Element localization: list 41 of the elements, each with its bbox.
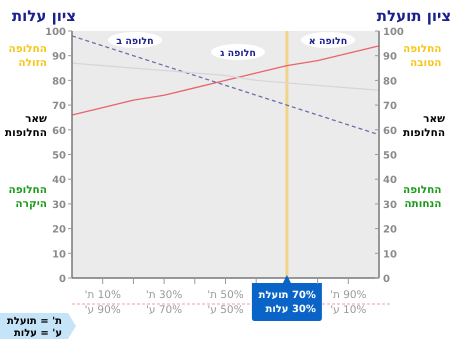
- annotation: חלופה ב: [116, 36, 154, 47]
- y-tick-label: 60: [52, 126, 66, 137]
- x-tick-label: 90% ת' 10% ע': [330, 289, 367, 316]
- y-tick-label: 10: [52, 249, 66, 260]
- y2-tick-label: 30: [383, 200, 397, 211]
- y2-tick-label: 0: [383, 274, 390, 285]
- y-tick-label: 50: [52, 150, 66, 162]
- y2-tick-label: 40: [383, 175, 397, 186]
- y-tick-label: 0: [59, 274, 66, 285]
- y2-tick-label: 10: [383, 249, 397, 260]
- y-tick-label: 40: [52, 175, 66, 186]
- line-series: [71, 62, 380, 91]
- y-tick-label: 20: [52, 224, 66, 236]
- y-axis-title: ציון עלות: [12, 7, 76, 25]
- annotation: חלופה ג: [220, 48, 256, 59]
- line-series: [71, 45, 380, 116]
- x-tick-label: 70% תועלת 30% עלות: [258, 290, 316, 315]
- text: החלופה הטובה: [403, 43, 442, 69]
- text: ת' = תועלת ע' = עלות: [6, 316, 62, 339]
- y2-tick-label: 100: [383, 27, 404, 38]
- y-tick-label: 100: [45, 27, 66, 38]
- text: החלופה הזולה: [8, 43, 47, 69]
- y-tick-label: 70: [52, 101, 66, 112]
- text: החלופה הנחותה: [403, 184, 442, 210]
- y-tick-label: 90: [52, 52, 66, 63]
- text: שאר החלופות: [4, 113, 48, 139]
- y-tick-label: 30: [52, 200, 66, 211]
- y2-axis-title: ציון תועלת: [376, 7, 452, 25]
- x-tick-label: 50% ת' 50% ע': [207, 289, 244, 316]
- x-tick-label: 30% ת' 70% ע': [146, 289, 182, 316]
- x-tick-label: 10% ת' 90% ע': [84, 289, 121, 316]
- y2-tick-label: 20: [383, 224, 397, 236]
- y2-tick-label: 80: [383, 76, 397, 88]
- y2-tick-label: 70: [383, 101, 397, 112]
- text: החלופה היקרה: [8, 184, 47, 210]
- annotation: חלופה א: [308, 36, 348, 47]
- y2-tick-label: 90: [383, 52, 397, 63]
- text: שאר החלופות: [403, 113, 446, 139]
- y2-tick-label: 60: [383, 126, 397, 137]
- y-tick-label: 80: [52, 76, 66, 88]
- y2-tick-label: 50: [383, 150, 397, 162]
